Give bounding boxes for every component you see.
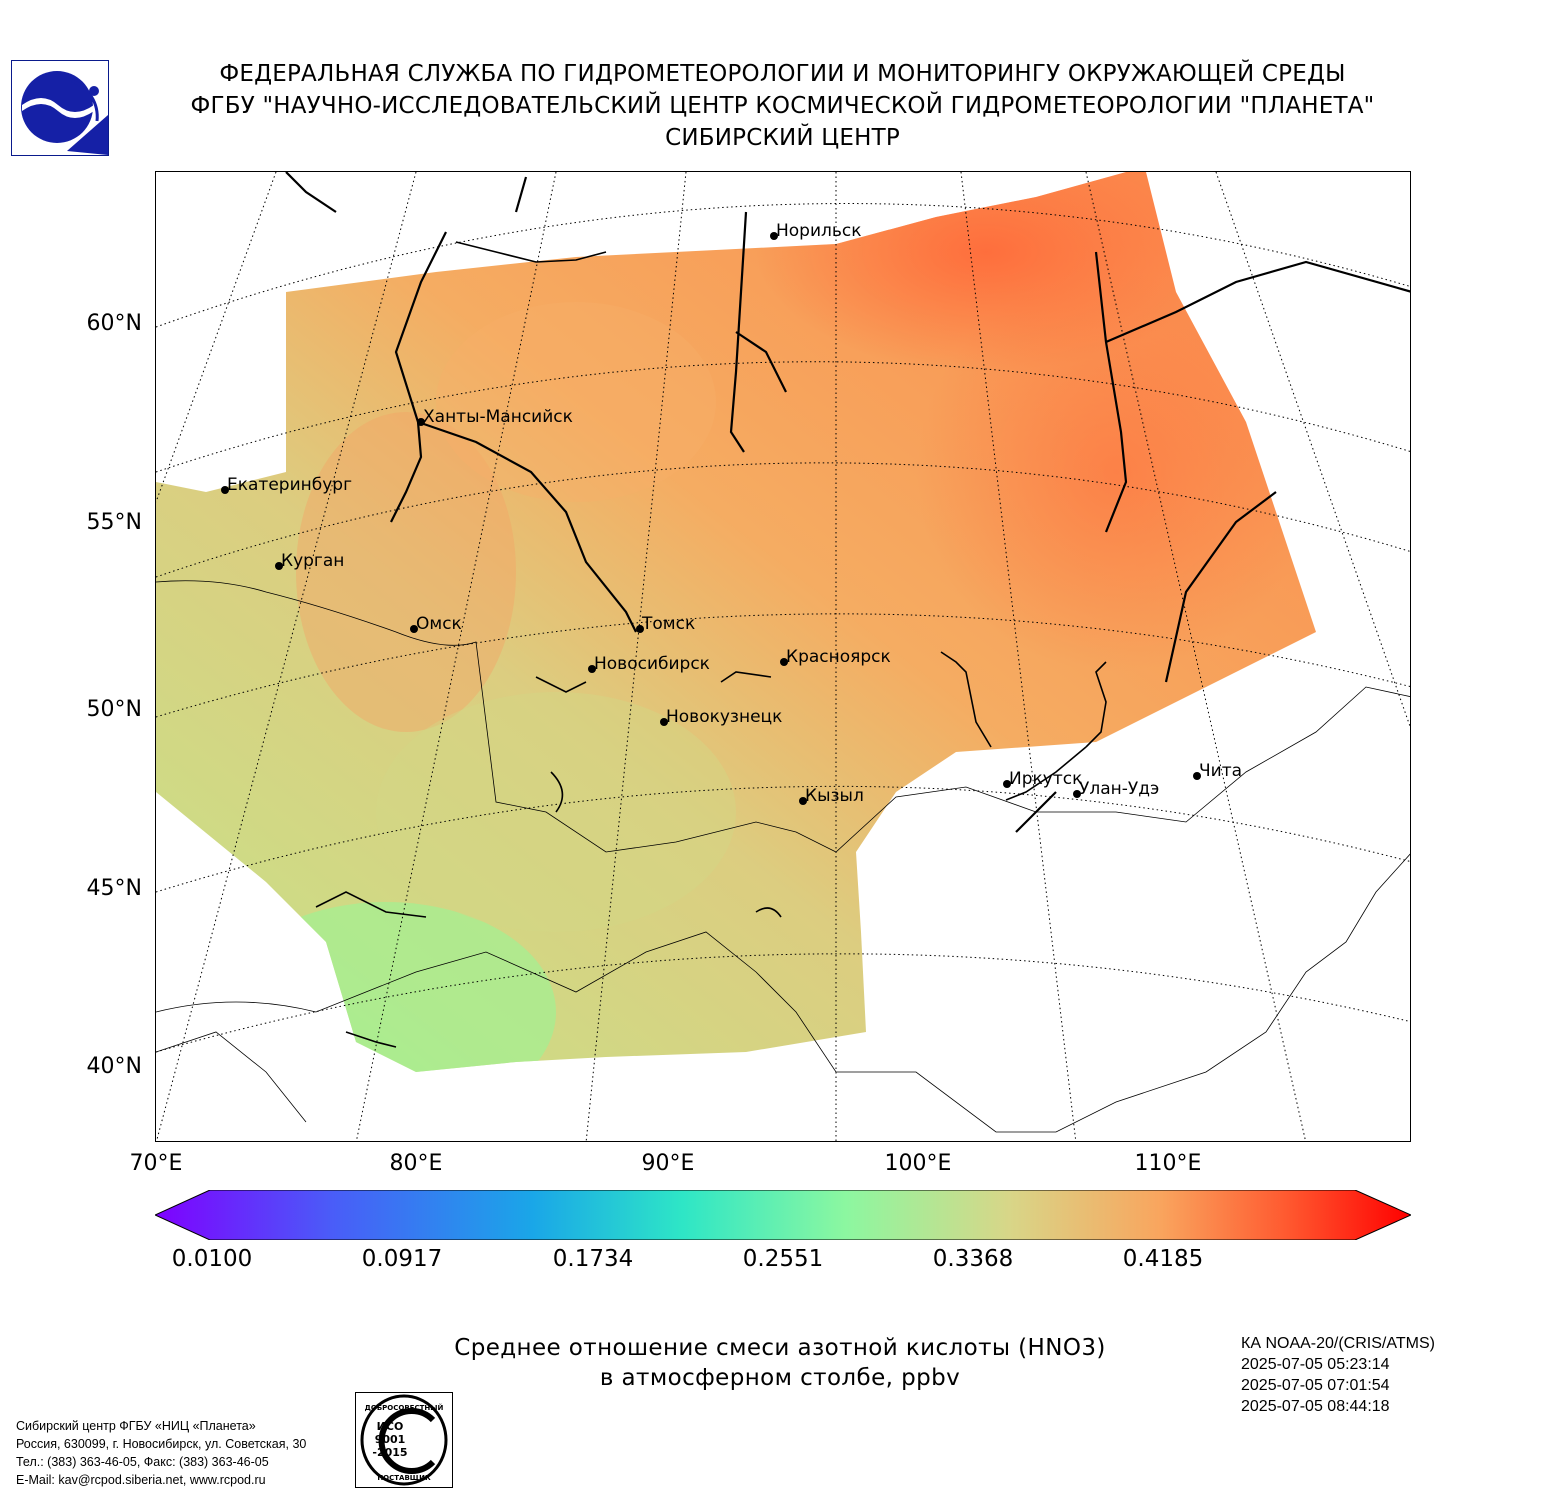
caption-line2: в атмосферном столбе, ppbv: [599, 1365, 961, 1391]
lon-label-100: 100°E: [884, 1151, 952, 1176]
city-marker: [770, 232, 778, 240]
lat-label-60: 60°N: [86, 311, 142, 336]
iso-bottom-text: ПОСТАВЩИК: [377, 1474, 431, 1482]
iso-top-text: ДОБРОСОВЕСТНЫЙ: [365, 1403, 444, 1412]
satellite-name: КА NOAA-20/(CRIS/ATMS): [1241, 1335, 1435, 1352]
footer-address: Россия, 630099, г. Новосибирск, ул. Сове…: [16, 1437, 307, 1451]
city-marker: [417, 418, 425, 426]
footer-email: E-Mail: kav@rcpod.siberia.net, www.rcpod…: [16, 1473, 266, 1487]
lat-label-50: 50°N: [86, 697, 142, 722]
lat-label-45: 45°N: [86, 876, 142, 901]
hno3-field: [156, 172, 1316, 1072]
iso-l3: -2015: [372, 1446, 407, 1459]
footer-phone: Тел.: (383) 363-46-05, Факс: (383) 363-4…: [16, 1455, 269, 1469]
header-line3: СИБИРСКИЙ ЦЕНТР: [665, 125, 900, 151]
map-canvas: [156, 172, 1410, 1141]
header-line1: ФЕДЕРАЛЬНАЯ СЛУЖБА ПО ГИДРОМЕТЕОРОЛОГИИ …: [219, 61, 1346, 87]
pass-time-2: 2025-07-05 07:01:54: [1241, 1377, 1390, 1394]
city-marker: [799, 797, 807, 805]
pass-time-3: 2025-07-05 08:44:18: [1241, 1398, 1390, 1415]
city-marker: [221, 486, 229, 494]
contact-footer: Сибирский центр ФГБУ «НИЦ «Планета» Росс…: [16, 1417, 306, 1489]
city-marker: [410, 625, 418, 633]
city-marker: [660, 718, 668, 726]
coastline: [315, 241, 1107, 1048]
colorbar-tick-0: 0.0100: [171, 1246, 253, 1272]
city-marker: [1003, 780, 1011, 788]
iso-certificate-stamp: ДОБРОСОВЕСТНЫЙ ИСО 9001 -2015 ПОСТАВЩИК: [355, 1392, 453, 1488]
caption-line1: Среднее отношение смеси азотной кислоты …: [454, 1335, 1106, 1361]
colorbar-tick-4: 0.3368: [932, 1246, 1014, 1272]
city-marker: [1073, 790, 1081, 798]
city-marker: [275, 562, 283, 570]
colorbar-tick-3: 0.2551: [742, 1246, 824, 1272]
city-marker: [636, 625, 644, 633]
header: ФЕДЕРАЛЬНАЯ СЛУЖБА ПО ГИДРОМЕТЕОРОЛОГИИ …: [120, 58, 1445, 154]
colorbar: [155, 1190, 1411, 1240]
footer-org: Сибирский центр ФГБУ «НИЦ «Планета»: [16, 1419, 256, 1433]
city-marker: [780, 658, 788, 666]
lon-label-90: 90°E: [641, 1151, 695, 1176]
colorbar-tick-2: 0.1734: [552, 1246, 634, 1272]
iso-l1: ИСО: [377, 1420, 404, 1433]
city-marker: [588, 665, 596, 673]
lat-label-55: 55°N: [86, 510, 142, 535]
header-line2: ФГБУ "НАУЧНО-ИССЛЕДОВАТЕЛЬСКИЙ ЦЕНТР КОС…: [190, 93, 1375, 119]
city-marker: [1193, 772, 1201, 780]
map-frame: Норильск Ханты-Мансийск Екатеринбург Кур…: [155, 171, 1411, 1142]
colorbar-tick-5: 0.4185: [1122, 1246, 1204, 1272]
lon-label-70: 70°E: [129, 1151, 183, 1176]
iso-l2: 9001: [375, 1433, 406, 1446]
lat-label-40: 40°N: [86, 1054, 142, 1079]
lon-label-110: 110°E: [1134, 1151, 1202, 1176]
lon-label-80: 80°E: [389, 1151, 443, 1176]
planeta-logo: [11, 60, 109, 156]
satellite-info: КА NOAA-20/(CRIS/ATMS) 2025-07-05 05:23:…: [1241, 1333, 1435, 1417]
map-caption: Среднее отношение смеси азотной кислоты …: [380, 1333, 1180, 1393]
borders: [156, 580, 1410, 1133]
colorbar-tick-1: 0.0917: [361, 1246, 443, 1272]
graticule: [156, 172, 1410, 1141]
pass-time-1: 2025-07-05 05:23:14: [1241, 1356, 1390, 1373]
